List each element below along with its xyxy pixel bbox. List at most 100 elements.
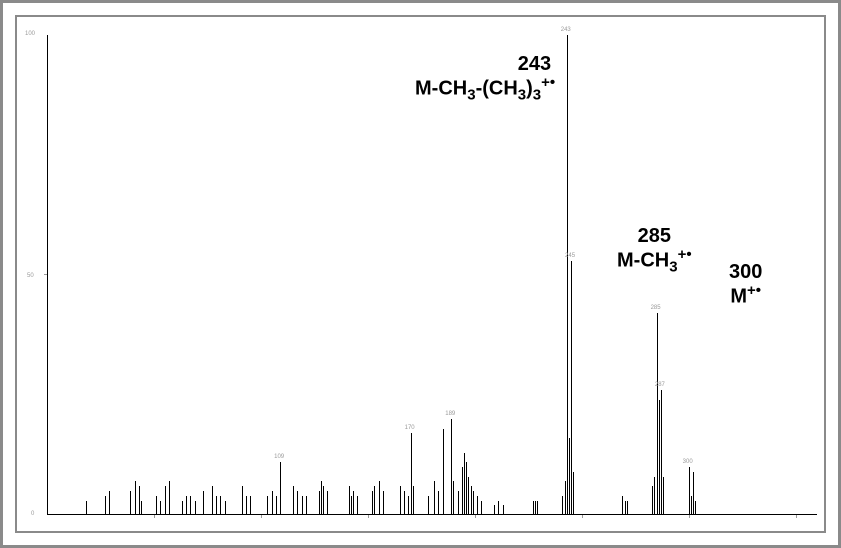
peak [293, 486, 294, 515]
x-tick [689, 515, 690, 518]
peak-annotation-300-formula: M+• [729, 283, 762, 308]
peak [652, 486, 653, 515]
peak [481, 501, 482, 515]
peak-tiny-label: 243 [561, 27, 571, 33]
outer-frame: 100 50 0 109 170 189 243 245 285 287 300 243 M-… [0, 0, 841, 548]
peak [242, 486, 243, 515]
peak [302, 496, 303, 515]
peak [569, 438, 570, 515]
peak-tiny-label: 285 [651, 305, 661, 311]
peak [319, 491, 320, 515]
peak [141, 501, 142, 515]
y-tick-100: 100 [25, 31, 35, 37]
peak [428, 496, 429, 515]
peak-tiny-label: 300 [683, 459, 693, 465]
peak [280, 462, 281, 515]
peak [139, 486, 140, 515]
peak [374, 486, 375, 515]
peak [571, 261, 572, 515]
peak [182, 501, 183, 515]
peak-annotation-285-value: 285 [617, 225, 692, 247]
peak-annotation-243: 243 M-CH3-(CH3)3+• [415, 53, 555, 104]
peak [169, 481, 170, 515]
x-tick [154, 515, 155, 518]
peak [327, 491, 328, 515]
peak-tiny-label: 109 [274, 454, 284, 460]
peak [693, 472, 694, 515]
peak [661, 390, 662, 515]
peak [411, 433, 412, 515]
peak-tiny-label: 287 [655, 382, 665, 388]
peak [160, 501, 161, 515]
peak [473, 491, 474, 515]
inner-frame: 100 50 0 109 170 189 243 245 285 287 300 243 M-… [15, 15, 826, 533]
peak [627, 501, 628, 515]
peak [654, 477, 655, 515]
peak [203, 491, 204, 515]
peak [225, 501, 226, 515]
peak [105, 496, 106, 515]
peak [468, 477, 469, 515]
peak [306, 496, 307, 515]
peak [466, 462, 467, 515]
peak [622, 496, 623, 515]
peak [691, 496, 692, 515]
peak [353, 491, 354, 515]
peak [663, 477, 664, 515]
x-tick [475, 515, 476, 518]
peak [165, 486, 166, 515]
peak [408, 496, 409, 515]
peak [186, 496, 187, 515]
peak [220, 496, 221, 515]
peak [351, 496, 352, 515]
peak [323, 486, 324, 515]
peak [321, 481, 322, 515]
y-axis [47, 35, 48, 515]
peak [246, 496, 247, 515]
peak [195, 501, 196, 515]
peak-annotation-300-value: 300 [729, 261, 762, 283]
peak [477, 496, 478, 515]
peak [400, 486, 401, 515]
y-tick-50: 50 [27, 273, 34, 279]
peak [250, 496, 251, 515]
x-tick [796, 515, 797, 518]
peak-annotation-300: 300 M+• [729, 261, 762, 308]
peak [297, 491, 298, 515]
spectrum-plot: 109170189243245285287300 [47, 35, 817, 515]
peak [109, 491, 110, 515]
x-axis [47, 514, 817, 515]
peak [565, 481, 566, 515]
peak [349, 486, 350, 515]
peak-tiny-label: 245 [565, 253, 575, 259]
peak [562, 496, 563, 515]
peak [190, 496, 191, 515]
peak [357, 496, 358, 515]
y-tick-0: 0 [31, 511, 34, 517]
peak [272, 491, 273, 515]
peak [567, 35, 568, 515]
x-tick [261, 515, 262, 518]
peak [573, 472, 574, 515]
peak-tiny-label: 170 [405, 425, 415, 431]
peak [383, 491, 384, 515]
peak-annotation-285-formula: M-CH3+• [617, 247, 692, 276]
peak [625, 501, 626, 515]
peak [413, 486, 414, 515]
peak [659, 400, 660, 515]
peak [535, 501, 536, 515]
y-tick [44, 274, 47, 275]
peak-annotation-243-formula: M-CH3-(CH3)3+• [415, 75, 555, 104]
peak [130, 491, 131, 515]
peak [689, 467, 690, 515]
peak [451, 419, 452, 515]
peak [657, 313, 658, 515]
peak [464, 453, 465, 515]
peak [212, 486, 213, 515]
peak [443, 429, 444, 515]
peak [267, 496, 268, 515]
peak-annotation-285: 285 M-CH3+• [617, 225, 692, 276]
peak [86, 501, 87, 515]
x-tick [582, 515, 583, 518]
peak-tiny-label: 189 [445, 411, 455, 417]
